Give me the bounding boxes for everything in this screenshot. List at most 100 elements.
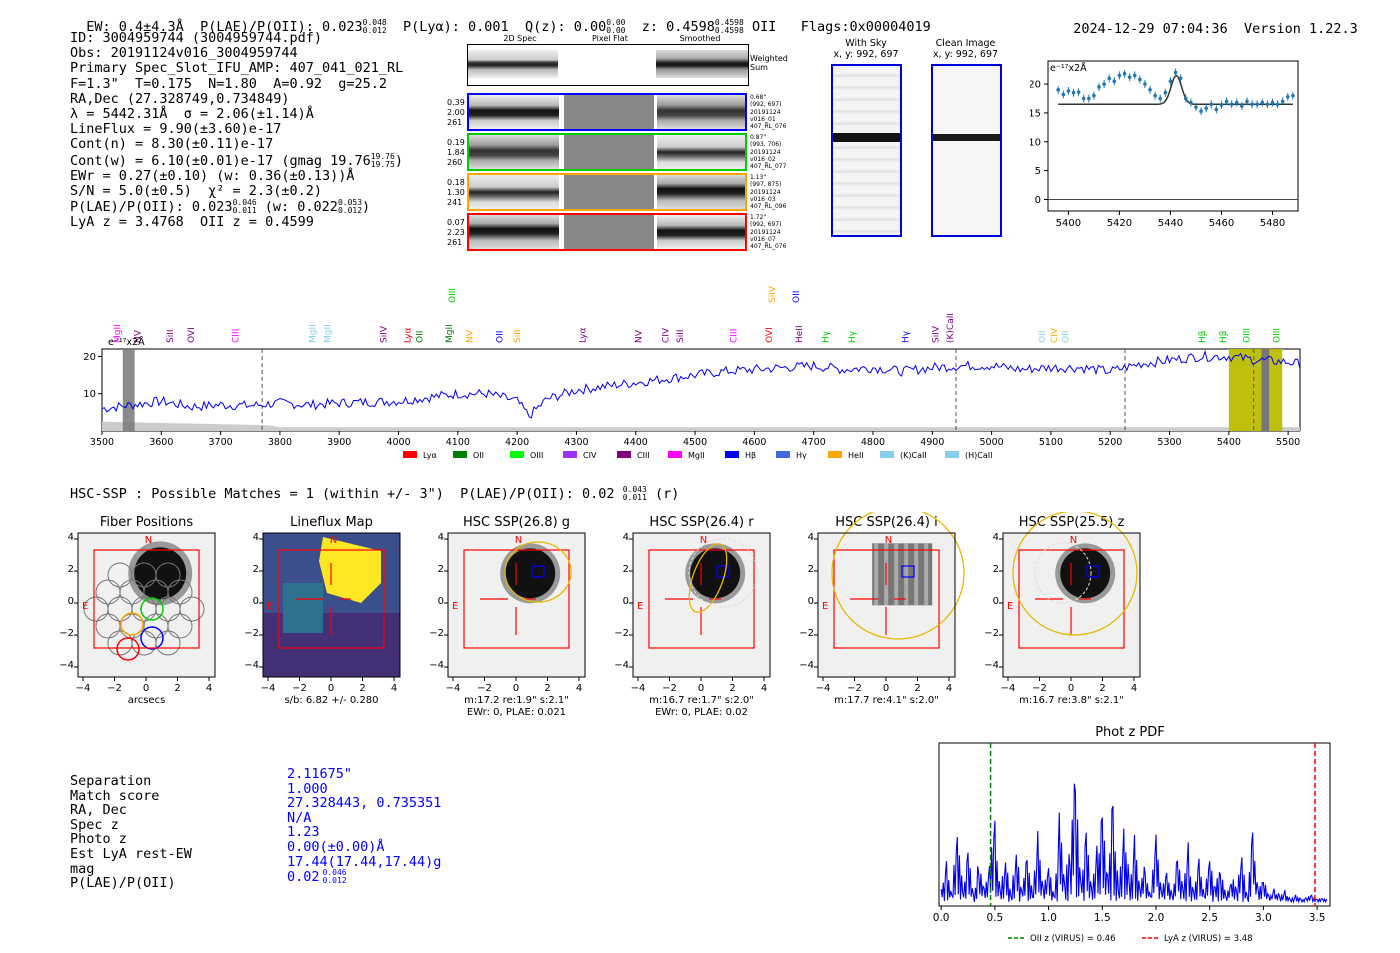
- zoom-point: [1250, 102, 1254, 107]
- match-box: [901, 565, 915, 578]
- match-value: N/A: [287, 809, 312, 826]
- fs-line-label: CIII: [231, 329, 241, 343]
- photz-legend: OII z (VIRUS) = 0.46 LyA z (VIRUS) = 3.4…: [1008, 934, 1253, 944]
- cutout-ytick: 4: [67, 532, 74, 543]
- zoom-point: [1224, 99, 1229, 104]
- source-blob: [690, 548, 741, 599]
- fs-spectrum-line: [101, 349, 1301, 419]
- qz-sub: 0.00: [606, 26, 626, 35]
- info-primary: Primary Spec_Slot_IFU_AMP: 407_041_021_R…: [70, 60, 404, 77]
- zoom-point: [1240, 104, 1244, 108]
- fs-line-label: NV: [635, 329, 645, 343]
- fs-shaded-region: [1228, 349, 1283, 431]
- fs-xtick: 4800: [861, 437, 885, 448]
- fs-line-label: OIII: [1272, 328, 1282, 343]
- cutout-ytick: 2: [992, 564, 999, 575]
- fs-legend-label: HeII: [848, 451, 864, 460]
- row-meta: 1.13" (997, 875) 20191124 v016_03 407_RL_096: [750, 174, 787, 211]
- cutout-xtick: −2: [1032, 683, 1047, 694]
- zoom-point: [1066, 89, 1071, 93]
- fs-xtick: 5200: [1098, 437, 1122, 448]
- match-box: [1086, 565, 1100, 578]
- cutout-panel-6: HSC SSP(25.5) z N E −4 −2 0 2 4 m:16.7 re:3.8" s…: [999, 512, 1141, 706]
- fs-line-label: NV: [134, 329, 144, 343]
- info-obs: Obs: 20191124v016_3004959744: [70, 45, 298, 62]
- cutout-panel-5: HSC SSP(26.4) iNE−4 −2 0 2 4m:17.7 re:4.1" s…: [814, 512, 965, 706]
- zoom-point: [1234, 100, 1239, 105]
- row-pixelflat: [564, 135, 654, 169]
- version: Version 1.22.3: [1243, 21, 1358, 37]
- fs-legend-swatch: [668, 451, 682, 458]
- fs-line-label: Hβ: [1219, 330, 1229, 343]
- fs-line-label: OIII: [1243, 328, 1253, 343]
- zoom-point: [1178, 76, 1183, 81]
- zoom-point: [1183, 96, 1188, 101]
- plae-sup: 0.048: [362, 18, 387, 27]
- info-ewr: EWr = 0.27(±0.10) (w: 0.36(±0.13))Å: [70, 167, 355, 184]
- z-line: OII: [751, 19, 777, 35]
- compass-e: E: [267, 601, 273, 612]
- photz-frame: [938, 742, 1331, 907]
- match-label: Separation: [70, 773, 152, 789]
- zoom-ytick: 0: [1035, 195, 1041, 206]
- match-label: Photo z: [70, 831, 127, 848]
- zoom-point: [1061, 92, 1066, 97]
- match-value: 1.000: [287, 780, 328, 797]
- zoom-point: [1153, 93, 1157, 98]
- fs-line-label: OII: [415, 331, 425, 343]
- fs-line-label: Lyα: [578, 327, 588, 343]
- row-smoothed: [657, 135, 745, 169]
- zoom-point: [1132, 73, 1137, 78]
- zoom-point: [1199, 109, 1203, 113]
- row-stats: 0.07 2.23 261: [447, 218, 465, 247]
- cutout-caption: m:17.2 re:1.9" s:2.1": [464, 695, 569, 706]
- fs-line-label: SiIV: [380, 325, 390, 343]
- cutout-xtick: 4: [576, 683, 582, 694]
- cutout-xtick: −2: [662, 683, 677, 694]
- fs-line-label: SiIV: [768, 285, 778, 303]
- fs-line-label: MgII: [309, 324, 319, 343]
- cutout-xtick: 0: [698, 683, 704, 694]
- fs-legend-swatch: [617, 451, 631, 458]
- detection-info: ID: 3004959744 (3004959744.pdf) Obs: 201…: [70, 30, 404, 231]
- match-label: Est LyA rest-EW: [70, 845, 192, 862]
- fs-xtick: 4100: [446, 437, 470, 448]
- fs-ytick: 10: [83, 389, 96, 400]
- cutout-caption: s/b: 6.82 +/- 0.280: [284, 695, 378, 706]
- photz-xtick: 0.5: [987, 912, 1004, 924]
- fs-legend-label: (K)CaII: [900, 451, 927, 460]
- cutout-xtick: −4: [76, 683, 91, 694]
- fiber-circle: [167, 579, 193, 605]
- zoom-point: [1189, 100, 1193, 105]
- fs-xtick: 3500: [90, 437, 114, 448]
- fs-line-label: Hβ: [1198, 330, 1208, 343]
- cutout-ytick: 2: [252, 564, 259, 575]
- fs-legend-label: (H)CaII: [965, 451, 992, 460]
- cutout-ytick: −4: [984, 660, 999, 671]
- cutout-ytick: 0: [807, 596, 814, 607]
- plae-value: P(LAE)/P(OII): 0.023: [200, 19, 363, 35]
- fs-legend-swatch: [403, 451, 417, 458]
- fiber-circle: [179, 596, 205, 622]
- cutout-xtick: −4: [261, 683, 276, 694]
- aperture-box: [278, 549, 385, 649]
- with-sky-image: [831, 64, 902, 237]
- compass-e: E: [637, 601, 643, 612]
- match-value: 0.02 0.046 0.012: [287, 868, 347, 886]
- row-smoothed: [657, 175, 745, 209]
- cutout-caption: arcsecs: [128, 695, 166, 706]
- zoom-point: [1122, 71, 1127, 76]
- match-label: RA, Dec: [70, 802, 127, 819]
- zoom-point: [1117, 73, 1122, 78]
- fs-xtick: 4000: [386, 437, 410, 448]
- info-id: ID: 3004959744 (3004959744.pdf): [70, 30, 322, 46]
- cutout-ytick: −2: [59, 628, 74, 639]
- cutout-ytick: 0: [992, 596, 999, 607]
- zoom-point: [1275, 102, 1280, 107]
- weighted-sum-label: Weighted Sum: [750, 54, 788, 72]
- zoom-point: [1092, 93, 1096, 98]
- cutout-xtick: 2: [359, 683, 365, 694]
- qz-value: Q(z): 0.00: [524, 19, 607, 35]
- cutout-ytick: −4: [59, 660, 74, 671]
- cutout-xtick: 4: [761, 683, 767, 694]
